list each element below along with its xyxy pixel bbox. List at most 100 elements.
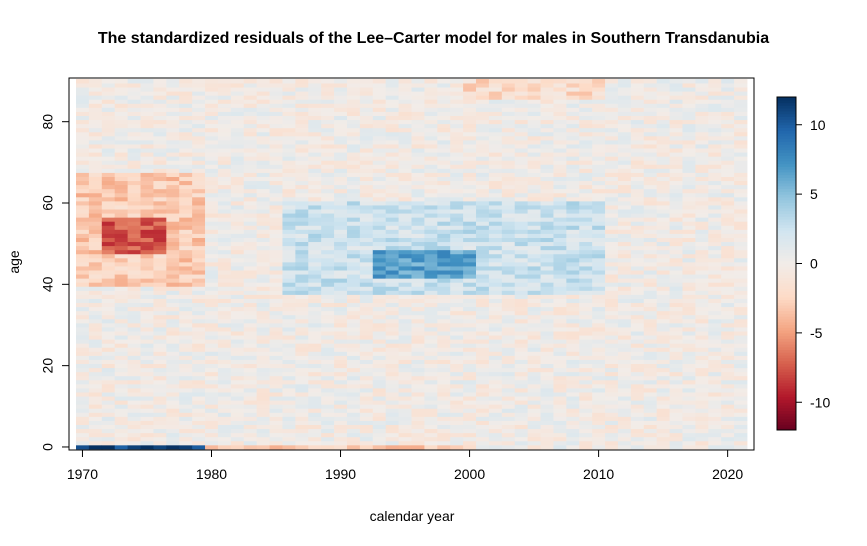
heatmap-cell (166, 144, 180, 149)
heatmap-cell (617, 318, 632, 324)
heatmap-cell (682, 131, 696, 137)
heatmap-cell (424, 115, 438, 121)
heatmap-cell (308, 408, 322, 413)
heatmap-cell (334, 233, 348, 238)
heatmap-cell (346, 359, 361, 365)
heatmap-cell (656, 249, 670, 255)
heatmap-cell (527, 127, 541, 133)
heatmap-cell (450, 144, 464, 149)
heatmap-cell (230, 164, 245, 169)
heatmap-cell (437, 278, 451, 283)
heatmap-cell (308, 205, 322, 210)
heatmap-cell (308, 257, 322, 263)
heatmap-cell (127, 229, 141, 234)
heatmap-cell (282, 257, 296, 263)
heatmap-cell (695, 424, 709, 430)
heatmap-cell (605, 107, 619, 112)
heatmap-cell (282, 221, 296, 226)
heatmap-cell (334, 135, 348, 141)
heatmap-cell (708, 111, 722, 116)
heatmap-cell (153, 156, 167, 161)
heatmap-cell (540, 233, 554, 238)
heatmap-cell (682, 314, 696, 320)
heatmap-cell (153, 331, 167, 336)
heatmap-cell (269, 180, 283, 186)
heatmap-cell (398, 209, 412, 214)
heatmap-cell (88, 127, 103, 133)
heatmap-cell (411, 375, 425, 381)
heatmap-cell (669, 367, 683, 373)
heatmap-cell (308, 306, 322, 312)
heatmap-cell (308, 200, 322, 206)
heatmap-cell (140, 213, 154, 218)
colorbar-segment (777, 360, 796, 364)
heatmap-cell (76, 367, 90, 373)
heatmap-cell (721, 343, 735, 348)
heatmap-cell (605, 176, 619, 182)
heatmap-cell (179, 314, 193, 320)
heatmap-cell (437, 379, 451, 385)
heatmap-cell (205, 359, 219, 365)
heatmap-cell (708, 436, 722, 442)
heatmap-cell (734, 302, 748, 308)
heatmap-cell (411, 335, 425, 340)
heatmap-cell (540, 200, 554, 206)
heatmap-cell (256, 351, 270, 356)
heatmap-cell (217, 257, 232, 263)
heatmap-cell (669, 245, 683, 251)
heatmap-cell (476, 257, 490, 263)
heatmap-cell (566, 314, 580, 320)
heatmap-cell (243, 172, 258, 177)
heatmap-cell (321, 270, 335, 275)
heatmap-cell (540, 294, 554, 299)
heatmap-cell (114, 306, 129, 312)
heatmap-cell (617, 91, 632, 96)
heatmap-cell (282, 270, 296, 275)
heatmap-cell (269, 428, 283, 434)
heatmap-cell (734, 103, 748, 108)
heatmap-cell (540, 392, 554, 397)
heatmap-cell (721, 257, 735, 263)
heatmap-cell (721, 392, 735, 397)
heatmap-cell (166, 412, 180, 417)
heatmap-cell (321, 127, 335, 133)
heatmap-cell (243, 205, 258, 210)
heatmap-cell (527, 428, 541, 434)
heatmap-cell (617, 200, 632, 206)
heatmap-cell (424, 392, 438, 397)
heatmap-cell (553, 440, 567, 446)
heatmap-cell (424, 261, 438, 267)
heatmap-cell (566, 225, 580, 230)
heatmap-cell (230, 209, 245, 214)
heatmap-cell (114, 83, 129, 88)
heatmap-cell (243, 213, 258, 218)
heatmap-cell (372, 135, 387, 141)
heatmap-cell (127, 335, 141, 340)
heatmap-cell (346, 152, 361, 157)
heatmap-cell (334, 152, 348, 157)
heatmap-cell (372, 99, 387, 104)
heatmap-cell (127, 205, 141, 210)
heatmap-cell (476, 217, 490, 222)
heatmap-cell (308, 213, 322, 218)
heatmap-cell (230, 148, 245, 153)
heatmap-cell (385, 148, 399, 153)
heatmap-cell (488, 144, 503, 149)
heatmap-cell (308, 428, 322, 434)
heatmap-cell (501, 83, 516, 88)
heatmap-cell (114, 172, 129, 177)
heatmap-cell (630, 261, 645, 267)
heatmap-cell (553, 144, 567, 149)
heatmap-cell (140, 249, 154, 255)
heatmap-cell (424, 347, 438, 352)
heatmap-cell (527, 294, 541, 299)
heatmap-cell (88, 237, 103, 243)
heatmap-cell (488, 123, 503, 129)
heatmap-cell (605, 314, 619, 320)
heatmap-cell (217, 383, 232, 389)
heatmap-cell (540, 266, 554, 271)
heatmap-cell (321, 164, 335, 169)
heatmap-cell (488, 436, 503, 442)
heatmap-cell (179, 359, 193, 365)
heatmap-cell (398, 351, 412, 356)
